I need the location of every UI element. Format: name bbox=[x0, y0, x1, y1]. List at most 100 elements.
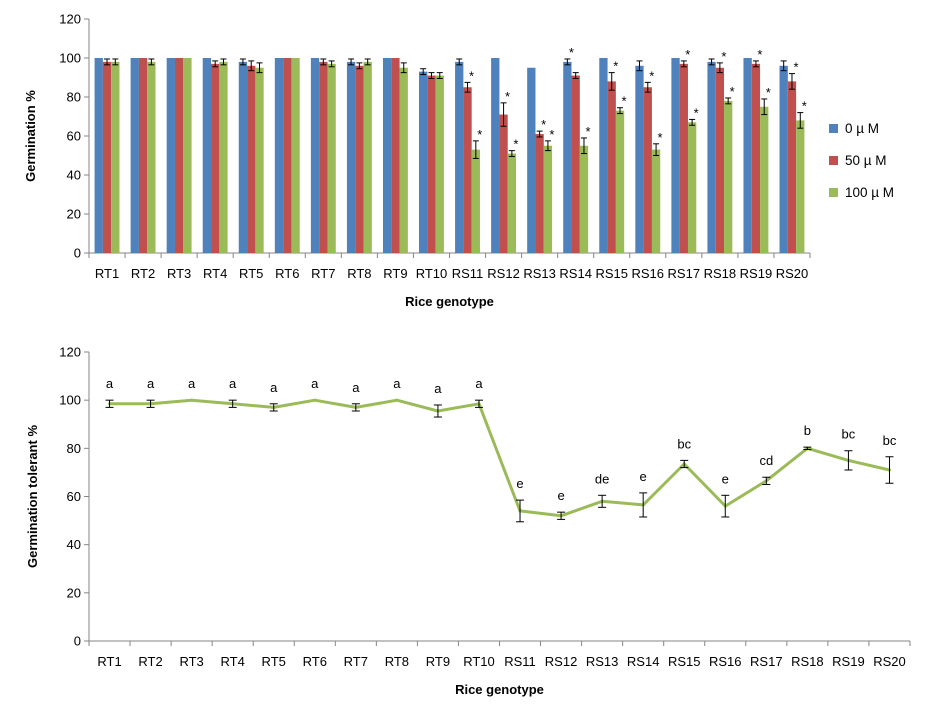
bar-RT2-series-1 bbox=[138, 58, 148, 253]
significance-asterisk: * bbox=[766, 85, 771, 100]
significance-letter: a bbox=[106, 376, 114, 391]
y-tick-label: 120 bbox=[59, 12, 81, 27]
bar-RS17-series-0 bbox=[671, 58, 680, 253]
legend-label-0: 0 µ M bbox=[845, 121, 879, 136]
x-tick-label: RS11 bbox=[504, 654, 536, 669]
bar-RT4-series-2 bbox=[219, 61, 228, 254]
significance-letter: a bbox=[270, 380, 278, 395]
legend-swatch-1 bbox=[829, 156, 838, 165]
x-tick-label: RS11 bbox=[452, 266, 484, 281]
y-tick-label: 40 bbox=[67, 537, 81, 552]
significance-asterisk: * bbox=[793, 60, 798, 75]
bar-RS19-series-2 bbox=[760, 106, 769, 253]
y-axis-title: Germination tolerant % bbox=[25, 425, 40, 568]
bar-RT10-series-0 bbox=[419, 71, 428, 254]
y-tick-label: 40 bbox=[67, 168, 81, 183]
bar-RT5-series-2 bbox=[255, 67, 264, 253]
bar-RT1-series-1 bbox=[102, 61, 112, 254]
x-tick-label: RS16 bbox=[632, 266, 665, 281]
x-tick-label: RT4 bbox=[203, 266, 227, 281]
bar-RS16-series-1 bbox=[643, 87, 652, 253]
y-tick-label: 100 bbox=[59, 393, 81, 408]
significance-letter: a bbox=[475, 376, 483, 391]
bar-RS14-series-2 bbox=[579, 145, 589, 253]
x-tick-label: RT6 bbox=[275, 266, 299, 281]
significance-letter: e bbox=[557, 488, 564, 503]
bar-RS12-series-0 bbox=[491, 58, 500, 253]
significance-asterisk: * bbox=[505, 89, 510, 104]
bar-RS13-series-1 bbox=[535, 134, 544, 253]
x-tick-label: RS17 bbox=[750, 654, 783, 669]
significance-asterisk: * bbox=[757, 47, 762, 62]
significance-letter: cd bbox=[759, 453, 773, 468]
x-tick-label: RT5 bbox=[262, 654, 286, 669]
bar-RT10-series-2 bbox=[435, 75, 444, 253]
x-tick-label: RT6 bbox=[303, 654, 327, 669]
x-tick-label: RT1 bbox=[95, 266, 119, 281]
bar-RT5-series-0 bbox=[238, 61, 248, 254]
x-tick-label: RT8 bbox=[385, 654, 409, 669]
y-tick-label: 80 bbox=[67, 441, 81, 456]
bar-RS11-series-0 bbox=[455, 61, 464, 254]
x-tick-label: RT3 bbox=[179, 654, 203, 669]
series-line bbox=[109, 398, 890, 518]
significance-letter: bc bbox=[842, 427, 856, 442]
significance-letter: a bbox=[188, 376, 196, 391]
bar-RS11-series-2 bbox=[471, 149, 480, 253]
bar-RT1-series-2 bbox=[111, 61, 120, 254]
significance-asterisk: * bbox=[477, 127, 482, 142]
y-tick-label: 60 bbox=[67, 489, 81, 504]
bar-RS11-series-1 bbox=[463, 87, 472, 253]
x-tick-label: RT1 bbox=[97, 654, 121, 669]
bar-RS20-series-2 bbox=[796, 120, 805, 254]
significance-letter: a bbox=[311, 376, 319, 391]
bar-RT7-series-0 bbox=[310, 58, 320, 253]
bar-chart-germination: 0 20 40 60 80 100 120 RT1 RT2 RT3 RT4 RT5 RT6 RT7 RT8 R… bbox=[23, 12, 894, 310]
significance-letter: a bbox=[147, 376, 155, 391]
x-tick-label: RS16 bbox=[709, 654, 742, 669]
bar-RS13-series-0 bbox=[527, 67, 536, 253]
bar-RS17-series-2 bbox=[687, 122, 697, 253]
bar-RS12-series-2 bbox=[507, 153, 517, 253]
x-tick-label: RS15 bbox=[595, 266, 628, 281]
bar-RS14-series-1 bbox=[571, 75, 580, 253]
significance-letter: bc bbox=[677, 436, 691, 451]
line-chart-germination-tolerant: 0 20 40 60 80 100 120 RT1 RT2 RT3 RT4 RT5 RT6 RT7 RT8 R… bbox=[25, 345, 911, 697]
x-tick-label: RT3 bbox=[167, 266, 191, 281]
significance-asterisk: * bbox=[549, 127, 554, 142]
legend-label-1: 50 µ M bbox=[845, 153, 887, 168]
bar-RT8-series-2 bbox=[363, 61, 372, 254]
significance-asterisk: * bbox=[469, 68, 474, 83]
bar-RS17-series-1 bbox=[679, 63, 688, 253]
legend-label-2: 100 µ M bbox=[845, 185, 894, 200]
x-tick-label: RT9 bbox=[426, 654, 450, 669]
x-tick-label: RS19 bbox=[832, 654, 865, 669]
x-tick-label: RS14 bbox=[627, 654, 660, 669]
bar-RS20-series-1 bbox=[787, 81, 797, 254]
significance-asterisk: * bbox=[730, 84, 735, 99]
significance-asterisk: * bbox=[685, 47, 690, 62]
data-point-RT3 bbox=[190, 398, 194, 402]
x-tick-label: RS13 bbox=[523, 266, 556, 281]
significance-letter: a bbox=[352, 380, 360, 395]
significance-asterisk: * bbox=[721, 49, 726, 64]
x-tick-label: RS12 bbox=[545, 654, 578, 669]
bar-RT3-series-2 bbox=[183, 58, 192, 253]
significance-asterisk: * bbox=[513, 137, 518, 152]
significance-asterisk: * bbox=[649, 68, 654, 83]
x-tick-label: RS19 bbox=[740, 266, 773, 281]
bar-RT4-series-1 bbox=[211, 63, 220, 253]
bar-RS15-series-1 bbox=[607, 81, 616, 254]
x-tick-label: RS20 bbox=[873, 654, 906, 669]
bar-RS19-series-1 bbox=[751, 63, 761, 253]
bar-RT9-series-1 bbox=[391, 58, 400, 253]
y-tick-label: 20 bbox=[67, 207, 81, 222]
significance-letter: e bbox=[640, 469, 647, 484]
bar-RS20-series-0 bbox=[779, 65, 788, 253]
significance-asterisk: * bbox=[621, 94, 626, 109]
significance-letter: e bbox=[722, 471, 729, 486]
bar-RS14-series-0 bbox=[563, 61, 572, 254]
bar-RT7-series-2 bbox=[327, 63, 336, 253]
x-tick-label: RS12 bbox=[487, 266, 520, 281]
significance-letter: b bbox=[804, 423, 811, 438]
